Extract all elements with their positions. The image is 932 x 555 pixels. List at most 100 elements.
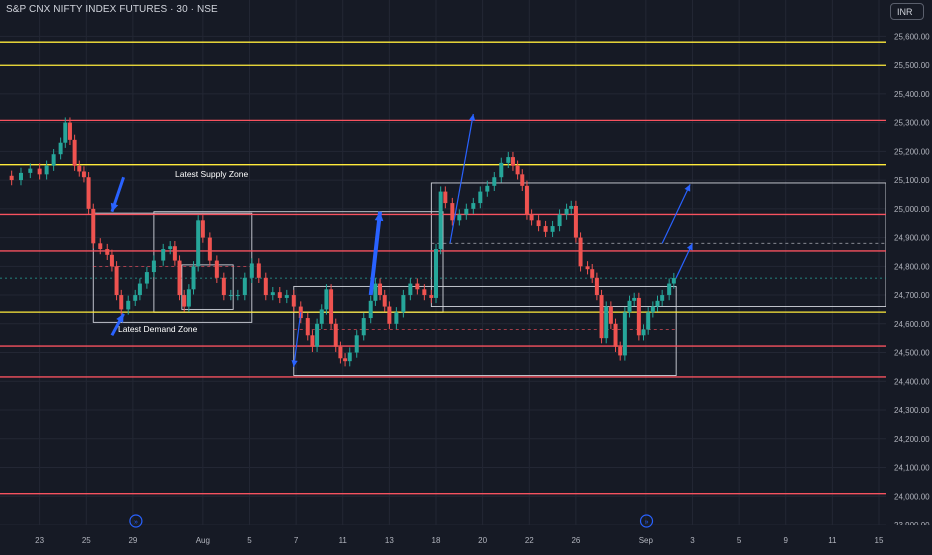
- candle-body: [263, 277, 268, 296]
- annotations: Latest Supply Zone Latest Demand Zone: [118, 169, 249, 334]
- candle-body: [520, 174, 525, 186]
- session-marker-icon[interactable]: [639, 514, 654, 528]
- candle-body: [172, 246, 177, 261]
- candle-body: [191, 266, 196, 290]
- candle-body: [114, 266, 119, 296]
- candle-body: [492, 177, 497, 186]
- candle-body: [77, 165, 82, 172]
- candle-body: [347, 352, 352, 362]
- price-tick-label: 24,000.00: [894, 492, 930, 501]
- candle-body: [168, 246, 173, 250]
- candle-body: [569, 205, 574, 209]
- session-marker-icon[interactable]: [129, 514, 143, 528]
- candle-body: [354, 335, 359, 353]
- price-tick-label: 25,200.00: [894, 147, 930, 156]
- candle-body: [646, 312, 651, 330]
- time-tick-label: 18: [432, 536, 441, 545]
- candle-body: [373, 283, 378, 301]
- candle-body: [67, 122, 72, 140]
- candle-body: [382, 295, 387, 307]
- candle-body: [343, 358, 348, 362]
- price-tick-label: 24,100.00: [894, 464, 930, 473]
- candle-body: [270, 292, 275, 296]
- candle-body: [333, 323, 338, 347]
- candle-body: [618, 346, 623, 356]
- time-tick-label: 26: [571, 536, 580, 545]
- currency-button[interactable]: INR: [890, 3, 924, 20]
- candle-body: [641, 329, 646, 336]
- price-axis[interactable]: 25,600.00 25,500.00 25,400.00 25,300.00 25,2…: [886, 0, 932, 550]
- candle-body: [613, 323, 618, 347]
- candle-body: [557, 214, 562, 227]
- candle-body: [182, 295, 187, 307]
- candle-body: [86, 177, 91, 209]
- candle-body: [671, 278, 676, 284]
- price-tick-label: 25,600.00: [894, 32, 930, 41]
- candle-body: [655, 300, 660, 307]
- candle-body: [137, 283, 142, 296]
- candle-body: [438, 191, 443, 250]
- projection-arrow: [293, 312, 302, 367]
- time-tick-label: 13: [385, 536, 394, 545]
- candle-body: [186, 289, 191, 307]
- candle-body: [338, 346, 343, 359]
- candle-body: [235, 295, 240, 297]
- projection-arrow: [661, 184, 691, 244]
- price-tick-label: 25,000.00: [894, 205, 930, 214]
- candle-body: [443, 191, 448, 204]
- projection-arrows: [110, 113, 694, 367]
- time-tick-label: 22: [525, 536, 534, 545]
- candle-body: [133, 295, 138, 301]
- candle-body: [478, 191, 483, 204]
- price-tick-label: 25,400.00: [894, 90, 930, 99]
- projection-arrow-head: [469, 113, 476, 121]
- candle-body: [627, 300, 632, 313]
- price-tick-label: 24,600.00: [894, 320, 930, 329]
- candle-body: [408, 283, 413, 296]
- candle-body: [378, 283, 383, 296]
- candle-body: [585, 266, 590, 270]
- candle-body: [422, 289, 427, 296]
- candle-body: [543, 226, 548, 232]
- candle-body: [387, 306, 392, 324]
- candle-body: [450, 203, 455, 221]
- price-tick-label: 24,200.00: [894, 435, 930, 444]
- demand-zone-label: Latest Demand Zone: [118, 324, 198, 334]
- candle-body: [536, 220, 541, 227]
- candle-body: [524, 185, 529, 215]
- candle-body: [291, 295, 296, 307]
- candle-body: [44, 165, 49, 175]
- projection-arrow-head: [684, 184, 691, 192]
- session-marker-glyph: »: [134, 519, 138, 526]
- candle-body: [28, 168, 33, 173]
- demand-pointer-arrow-head: [116, 313, 124, 323]
- candle-body: [109, 254, 114, 267]
- candle-body: [573, 205, 578, 238]
- horizontal-levels: 25,579.8525,499.5525,307.8025,153.6524,9…: [0, 36, 932, 500]
- price-tick-label: 24,400.00: [894, 377, 930, 386]
- symbol-title: S&P CNX NIFTY INDEX FUTURES · 30 · NSE: [6, 4, 218, 15]
- time-tick-label: 15: [875, 536, 884, 545]
- price-tick-label: 24,500.00: [894, 349, 930, 358]
- candle-body: [361, 318, 366, 336]
- candle-body: [604, 306, 609, 339]
- candle-body: [485, 185, 490, 192]
- price-tick-label: 25,300.00: [894, 119, 930, 128]
- candle-body: [9, 175, 14, 181]
- candle-body: [305, 318, 310, 336]
- zone-box: [430, 182, 887, 308]
- candle-body: [506, 157, 511, 163]
- projection-arrow: [449, 113, 474, 244]
- candle-body: [636, 297, 641, 336]
- candle-body: [177, 260, 182, 296]
- time-axis[interactable]: 23 25 29 Aug 5 7 11 13 18 20 22 26 Sep 3 5 9 11 15 » »: [0, 514, 932, 550]
- candle-body: [277, 292, 282, 298]
- candle-body: [51, 154, 56, 166]
- projection-arrow-bold: [368, 211, 383, 296]
- candle-body: [415, 283, 420, 290]
- candle-body: [632, 297, 637, 301]
- price-tick-label: 24,300.00: [894, 406, 930, 415]
- price-tick-label: 24,700.00: [894, 291, 930, 300]
